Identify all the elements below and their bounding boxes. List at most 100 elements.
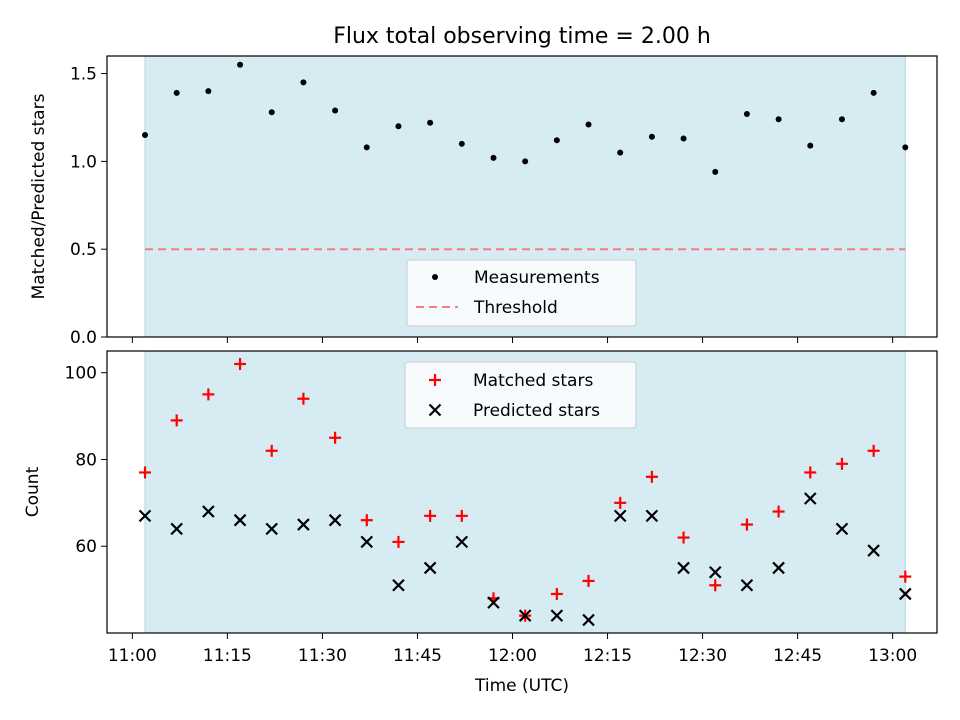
predicted-star-point (360, 535, 374, 549)
legend-matched-label: Matched stars (473, 371, 593, 391)
measurement-point (680, 135, 687, 142)
predicted-star-point (202, 505, 215, 518)
ratio-y-axis-label: Matched/Predicted stars (29, 93, 49, 299)
legend-dot-marker (432, 274, 438, 280)
figure-title: Flux total observing time = 2.00 h (333, 24, 711, 49)
count-panel-frame (106, 350, 938, 634)
predicted-star-point (518, 609, 532, 622)
matched-star-point (265, 444, 278, 457)
measurement-point (553, 137, 560, 144)
matched-star-point (614, 496, 627, 509)
measurement-point (458, 140, 465, 147)
predicted-star-point (835, 522, 849, 536)
count-x-tick-label: 11:00 (108, 646, 157, 666)
measurement-point (807, 142, 814, 149)
count-y-axis-label: Count (23, 466, 43, 517)
measurement-point (332, 107, 339, 114)
ratio-y-tick-label: 1.5 (70, 65, 97, 85)
matched-star-point (360, 514, 373, 527)
measurement-point (870, 89, 877, 96)
x-axis-label: Time (UTC) (474, 676, 569, 696)
count-x-tick-label: 11:15 (203, 646, 252, 666)
measurement-point (522, 158, 529, 165)
matched-star-point (139, 466, 152, 479)
predicted-star-point (804, 492, 817, 505)
legend-plus-marker (429, 374, 441, 386)
legend-measurements-label: Measurements (474, 268, 600, 288)
count-x-tick-label: 12:45 (773, 646, 822, 666)
measurement-point (363, 144, 370, 151)
matched-star-point (835, 457, 848, 470)
ratio-panel-frame (106, 55, 938, 338)
predicted-star-point (392, 578, 405, 592)
count-x-tick-label: 11:45 (393, 646, 442, 666)
legend-x-marker (428, 403, 442, 417)
predicted-star-point (328, 513, 342, 527)
predicted-star-point (708, 565, 722, 579)
predicted-star-point (582, 613, 595, 627)
predicted-star-point (487, 596, 500, 609)
count-x-tick-label: 12:30 (678, 646, 727, 666)
matched-star-point (455, 509, 468, 522)
measurement-point (743, 110, 750, 117)
matched-star-point (170, 414, 183, 427)
measurement-point (712, 168, 719, 175)
predicted-star-point (423, 561, 437, 575)
matched-star-point (867, 444, 880, 457)
matched-star-point (804, 466, 817, 479)
ratio-y-tick-label: 0.5 (70, 240, 97, 260)
measurement-point (838, 116, 845, 123)
count-x-tick-label: 11:30 (298, 646, 347, 666)
predicted-star-point (740, 578, 754, 592)
count-y-tick-label: 80 (75, 450, 97, 470)
count-legend: Matched stars Predicted stars (404, 361, 637, 429)
predicted-star-point (297, 518, 310, 531)
matched-star-point (234, 358, 247, 371)
measurement-point (902, 144, 909, 151)
predicted-star-point (170, 522, 183, 536)
measurement-point (585, 121, 592, 128)
measurement-point (775, 116, 782, 123)
count-x-tick-label: 12:00 (488, 646, 537, 666)
matched-star-point (392, 535, 405, 548)
predicted-star-point (613, 509, 627, 523)
matched-star-point (709, 579, 722, 592)
ratio-y-tick-label: 0.0 (70, 328, 97, 348)
matched-star-point (740, 518, 753, 531)
ratio-panel: 0.0 0.5 1.0 1.5 Matched/Predicted stars Mea… (29, 55, 938, 348)
predicted-star-point (455, 535, 469, 549)
measurement-point (648, 133, 655, 140)
matched-star-point (297, 392, 310, 405)
matched-star-point (329, 431, 342, 444)
measurement-point (205, 88, 212, 95)
count-panel: 11:00 11:15 11:30 11:45 12:00 12:15 12:30 12:45… (23, 350, 938, 696)
predicted-star-point (772, 561, 785, 575)
count-y-tick-label: 100 (65, 364, 97, 384)
predicted-star-point (867, 544, 880, 557)
matched-star-point (677, 531, 690, 544)
matched-star-point (424, 509, 437, 522)
predicted-star-point (645, 509, 659, 523)
predicted-star-point (233, 513, 247, 527)
measurement-point (268, 109, 275, 116)
measurement-point (395, 123, 402, 130)
measurement-point (617, 149, 624, 156)
predicted-star-point (550, 609, 564, 622)
ratio-y-tick-label: 1.0 (70, 152, 97, 172)
predicted-star-point (677, 561, 690, 575)
measurement-point (490, 154, 497, 161)
measurement-point (300, 79, 307, 86)
predicted-star-point (899, 587, 912, 601)
matched-star-point (202, 388, 215, 401)
ratio-legend: Measurements Threshold (406, 259, 637, 327)
measurement-point (142, 132, 149, 139)
matched-star-point (645, 470, 658, 483)
legend-predicted-label: Predicted stars (473, 401, 600, 421)
count-y-tick-label: 60 (75, 537, 97, 557)
predicted-star-point (138, 509, 152, 523)
matched-star-point (582, 574, 595, 587)
predicted-star-point (265, 522, 279, 536)
matched-star-point (899, 570, 912, 583)
matched-star-point (550, 587, 563, 600)
